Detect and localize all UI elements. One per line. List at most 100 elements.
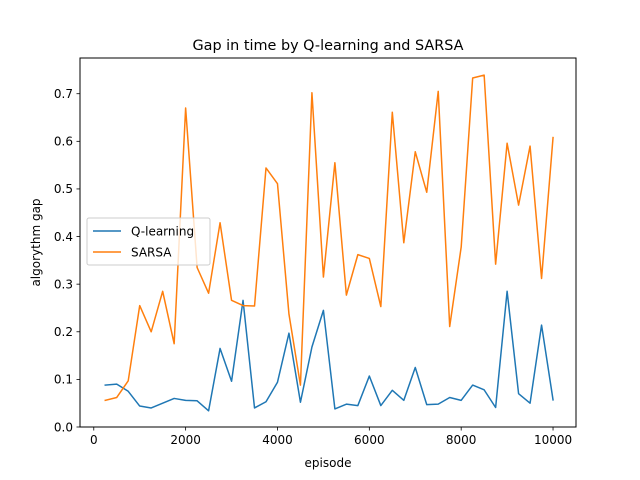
series-line-q-learning bbox=[104, 290, 554, 412]
data-point-q-learning bbox=[449, 396, 451, 398]
data-point-q-learning bbox=[162, 402, 164, 404]
data-point-sarsa bbox=[334, 162, 336, 164]
data-point-sarsa bbox=[322, 276, 324, 278]
data-point-sarsa bbox=[345, 294, 347, 296]
legend-label-q-learning: Q-learning bbox=[131, 225, 194, 239]
data-point-q-learning bbox=[345, 403, 347, 405]
data-point-q-learning bbox=[231, 380, 233, 382]
y-tick-label: 0.1 bbox=[54, 373, 73, 387]
data-point-sarsa bbox=[162, 290, 164, 292]
data-point-sarsa bbox=[495, 263, 497, 265]
data-point-sarsa bbox=[529, 145, 531, 147]
data-point-sarsa bbox=[173, 343, 175, 345]
data-point-q-learning bbox=[311, 346, 313, 348]
data-point-q-learning bbox=[472, 384, 474, 386]
data-point-q-learning bbox=[518, 393, 520, 395]
data-point-q-learning bbox=[173, 397, 175, 399]
data-point-q-learning bbox=[185, 399, 187, 401]
y-tick-label: 0.6 bbox=[54, 135, 73, 149]
x-tick-label: 0 bbox=[90, 433, 98, 447]
legend: Q-learning SARSA bbox=[86, 217, 211, 266]
data-point-sarsa bbox=[380, 306, 382, 308]
x-tick-label: 4000 bbox=[262, 433, 293, 447]
data-point-sarsa bbox=[219, 222, 221, 224]
y-tick-label: 0.7 bbox=[54, 87, 73, 101]
data-point-q-learning bbox=[357, 405, 359, 407]
x-tick-label: 8000 bbox=[446, 433, 477, 447]
data-point-sarsa bbox=[506, 142, 508, 144]
data-point-q-learning bbox=[368, 375, 370, 377]
data-point-q-learning bbox=[288, 332, 290, 334]
data-point-sarsa bbox=[196, 267, 198, 269]
x-axis-label: episode bbox=[305, 456, 352, 470]
data-point-q-learning bbox=[276, 381, 278, 383]
data-point-q-learning bbox=[414, 366, 416, 368]
y-axis: 0.0 0.1 0.2 0.3 0.4 0.5 0.6 0.7 bbox=[54, 87, 80, 434]
data-point-q-learning bbox=[322, 309, 324, 311]
data-point-q-learning bbox=[104, 384, 106, 386]
data-point-q-learning bbox=[265, 401, 267, 403]
data-point-sarsa bbox=[357, 254, 359, 256]
data-point-sarsa bbox=[403, 242, 405, 244]
data-point-q-learning bbox=[391, 389, 393, 391]
data-point-sarsa bbox=[437, 90, 439, 92]
data-point-q-learning bbox=[150, 407, 152, 409]
data-point-q-learning bbox=[299, 401, 301, 403]
data-point-sarsa bbox=[242, 305, 244, 307]
y-tick-label: 0.3 bbox=[54, 277, 73, 291]
data-point-q-learning bbox=[242, 299, 244, 301]
chart-title: Gap in time by Q-learning and SARSA bbox=[192, 38, 463, 54]
data-point-q-learning bbox=[219, 347, 221, 349]
legend-label-sarsa: SARSA bbox=[131, 246, 172, 260]
data-point-sarsa bbox=[449, 326, 451, 328]
data-point-sarsa bbox=[391, 111, 393, 113]
data-point-q-learning bbox=[495, 406, 497, 408]
data-point-sarsa bbox=[185, 107, 187, 109]
y-tick-label: 0.4 bbox=[54, 230, 73, 244]
data-point-q-learning bbox=[483, 389, 485, 391]
data-point-sarsa bbox=[414, 151, 416, 153]
y-tick-label: 0.0 bbox=[54, 420, 73, 434]
data-point-sarsa bbox=[460, 246, 462, 248]
data-point-q-learning bbox=[529, 402, 531, 404]
legend-box bbox=[86, 217, 211, 266]
y-tick-label: 0.2 bbox=[54, 325, 73, 339]
data-point-q-learning bbox=[552, 399, 554, 401]
data-point-q-learning bbox=[139, 405, 141, 407]
data-point-sarsa bbox=[208, 292, 210, 294]
data-point-sarsa bbox=[276, 183, 278, 185]
data-point-sarsa bbox=[552, 137, 554, 139]
x-tick-label: 6000 bbox=[354, 433, 385, 447]
data-point-q-learning bbox=[541, 324, 543, 326]
data-point-q-learning bbox=[196, 400, 198, 402]
plot-frame bbox=[79, 57, 577, 428]
data-point-sarsa bbox=[150, 331, 152, 333]
x-tick-label: 10000 bbox=[534, 433, 572, 447]
data-point-sarsa bbox=[127, 380, 129, 382]
data-point-q-learning bbox=[254, 407, 256, 409]
data-point-sarsa bbox=[426, 191, 428, 193]
data-point-q-learning bbox=[460, 399, 462, 401]
y-tick-label: 0.5 bbox=[54, 182, 73, 196]
data-point-sarsa bbox=[299, 384, 301, 386]
data-point-q-learning bbox=[426, 404, 428, 406]
data-point-sarsa bbox=[139, 305, 141, 307]
data-point-sarsa bbox=[311, 92, 313, 94]
data-point-q-learning bbox=[334, 408, 336, 410]
data-point-q-learning bbox=[380, 405, 382, 407]
data-point-q-learning bbox=[208, 410, 210, 412]
data-point-q-learning bbox=[127, 390, 129, 392]
data-point-sarsa bbox=[265, 167, 267, 169]
data-point-q-learning bbox=[506, 290, 508, 292]
data-point-sarsa bbox=[104, 399, 106, 401]
data-point-sarsa bbox=[541, 277, 543, 279]
data-point-q-learning bbox=[116, 383, 118, 385]
data-point-sarsa bbox=[518, 204, 520, 206]
data-point-sarsa bbox=[288, 313, 290, 315]
data-point-sarsa bbox=[116, 396, 118, 398]
data-point-q-learning bbox=[403, 399, 405, 401]
data-point-sarsa bbox=[231, 299, 233, 301]
data-point-q-learning bbox=[437, 403, 439, 405]
data-point-sarsa bbox=[254, 305, 256, 307]
